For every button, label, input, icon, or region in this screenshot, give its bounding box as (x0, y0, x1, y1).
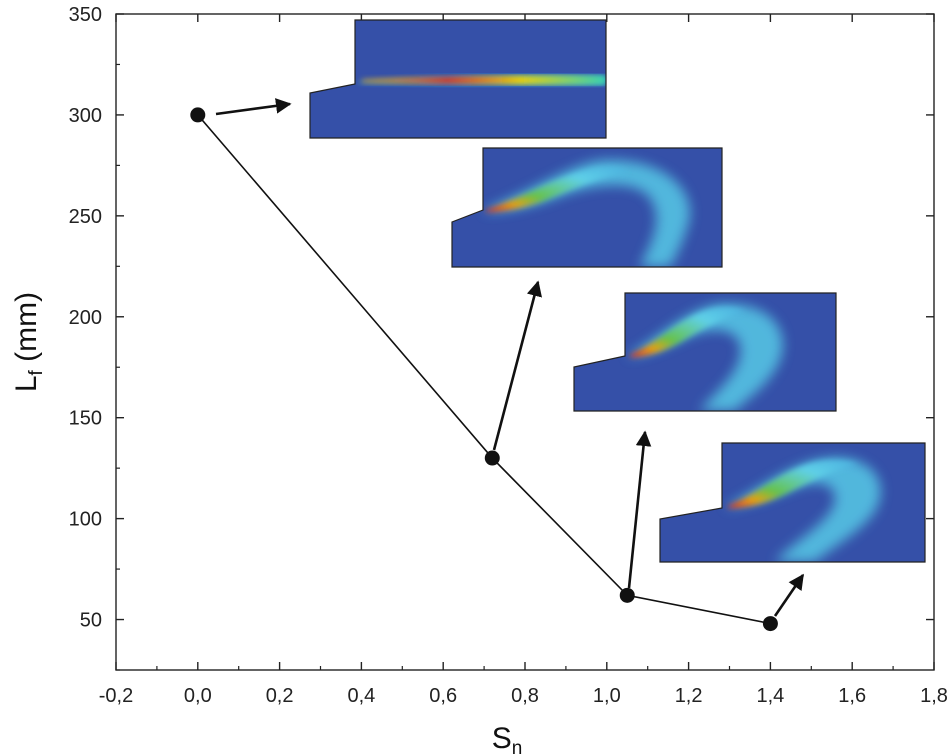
x-tick-label: 1,2 (675, 685, 703, 707)
data-point (762, 616, 778, 632)
inset-outline (451, 147, 723, 268)
x-tick-label: 0,2 (266, 685, 294, 707)
data-point (484, 450, 500, 466)
y-tick-label: 100 (69, 509, 102, 531)
inset-field-sn-14 (659, 442, 926, 563)
data-point (619, 587, 635, 603)
x-tick-label: 0,4 (347, 685, 375, 707)
series-line (197, 114, 771, 625)
y-tick-label: 350 (69, 4, 102, 26)
x-tick-label: 0,0 (184, 685, 212, 707)
y-tick-label: 300 (69, 105, 102, 127)
x-tick-label: 0,8 (511, 685, 539, 707)
x-tick-label: 1,8 (920, 685, 948, 707)
y-tick-label: 200 (69, 307, 102, 329)
y-tick-label: 150 (69, 408, 102, 430)
y-tick-label: 50 (80, 610, 102, 632)
inset-field-sn-072 (451, 147, 723, 268)
inset-outline (309, 19, 607, 139)
x-tick-label: 1,4 (756, 685, 784, 707)
x-axis: -0,2 0,0 0,2 0,4 0,6 0,8 1,0 1,2 1,4 1,6 1,8 (99, 14, 948, 707)
x-axis-title: Sn (492, 722, 523, 756)
y-axis: 50 100 150 200 250 300 350 (69, 4, 934, 671)
arrow-to-inset-4 (773, 573, 805, 617)
x-tick-label: 0,6 (429, 685, 457, 707)
arrow-to-inset-1 (215, 98, 292, 116)
x-tick-label: -0,2 (99, 685, 133, 707)
inset-field-sn-105 (573, 292, 837, 412)
arrow-to-inset-2 (492, 280, 542, 451)
inset-field-sn-0 (309, 19, 607, 139)
arrow-to-inset-3 (627, 430, 652, 589)
y-axis-title: Lf (mm) (10, 292, 47, 392)
inset-outline (573, 292, 837, 412)
annotation-arrows (215, 98, 805, 617)
data-point (190, 107, 206, 123)
series-lf (190, 107, 778, 632)
y-tick-label: 250 (69, 206, 102, 228)
x-tick-label: 1,0 (593, 685, 621, 707)
x-tick-label: 1,6 (838, 685, 866, 707)
inset-outline (659, 442, 926, 563)
